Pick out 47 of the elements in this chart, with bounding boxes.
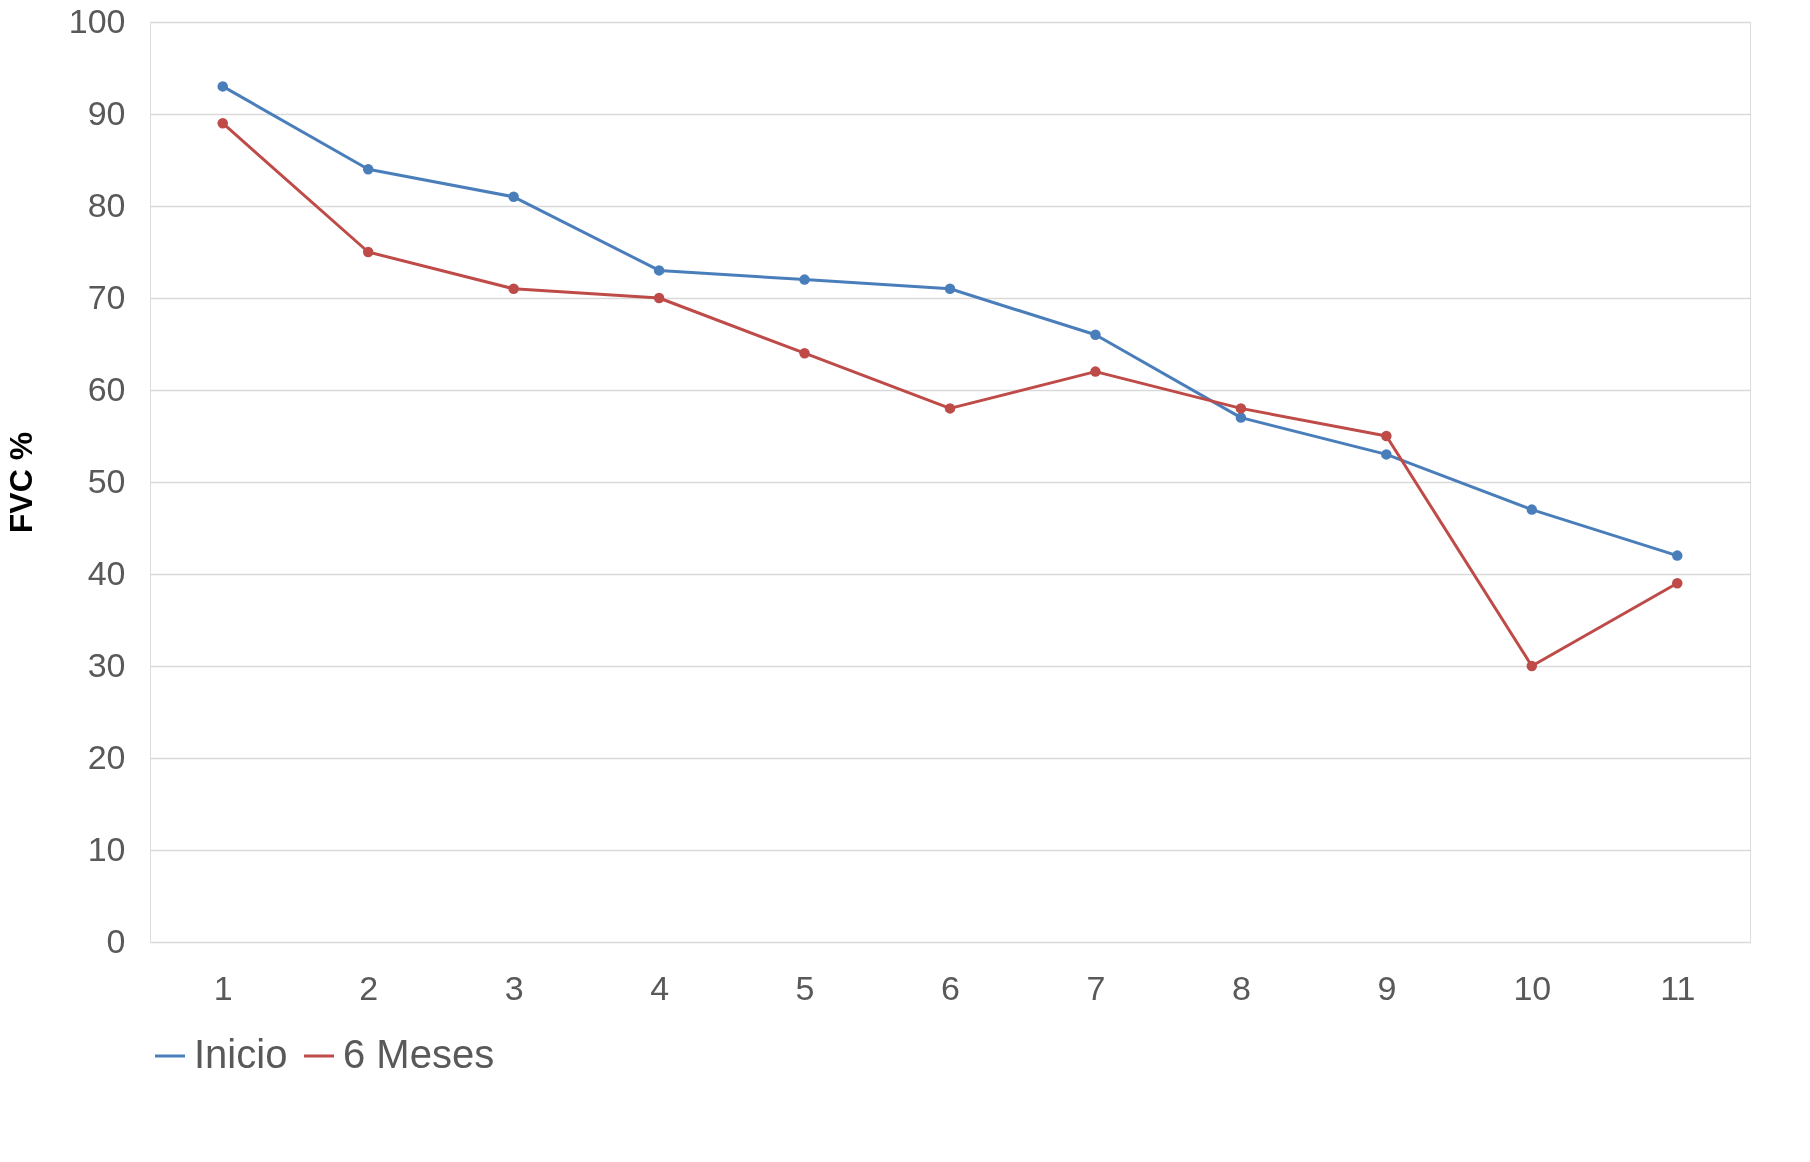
point <box>1526 660 1538 672</box>
point <box>944 403 956 414</box>
point <box>217 81 228 92</box>
y-tick-label: 80 <box>87 185 126 224</box>
y-tick-label: 0 <box>106 921 126 960</box>
point <box>1235 412 1247 423</box>
x-tick-label: 5 <box>795 968 815 1007</box>
y-axis-title: FVC % <box>2 431 39 534</box>
x-tick-label: 11 <box>1660 968 1696 1007</box>
y-tick-label: 50 <box>87 461 126 500</box>
point <box>1526 504 1538 515</box>
point <box>1235 403 1247 414</box>
point <box>1090 329 1101 341</box>
point <box>362 163 374 175</box>
point <box>1672 577 1683 589</box>
x-tick-label: 4 <box>650 968 670 1007</box>
point <box>508 283 519 295</box>
y-tick-label: 70 <box>87 277 126 316</box>
x-tick-label: 10 <box>1513 968 1552 1007</box>
legend-label: 6 Meses <box>343 1032 495 1076</box>
y-tick-label: 20 <box>87 737 126 776</box>
point <box>653 292 665 304</box>
point <box>1090 366 1101 377</box>
point <box>799 274 810 285</box>
x-tick-label: 8 <box>1231 968 1251 1007</box>
point <box>508 191 519 203</box>
point <box>653 265 665 276</box>
y-tick-label: 30 <box>87 645 126 684</box>
point <box>1672 550 1683 561</box>
point <box>944 283 956 295</box>
point <box>799 347 810 359</box>
y-tick-label: 90 <box>87 93 126 132</box>
point <box>362 246 374 258</box>
y-tick-label: 40 <box>87 553 126 592</box>
y-tick-label: 60 <box>87 369 126 408</box>
point <box>1381 449 1392 460</box>
x-tick-label: 6 <box>941 968 960 1007</box>
point <box>217 117 228 129</box>
x-tick-label: 1 <box>213 968 233 1007</box>
y-tick-label: 100 <box>68 1 126 40</box>
x-tick-label: 9 <box>1377 968 1397 1007</box>
point <box>1381 430 1392 442</box>
y-tick-label: 10 <box>87 829 126 868</box>
x-tick-label: 2 <box>359 968 379 1007</box>
legend-label: Inicio <box>194 1032 288 1076</box>
x-tick-label: 3 <box>504 968 524 1007</box>
x-tick-label: 7 <box>1086 968 1106 1007</box>
